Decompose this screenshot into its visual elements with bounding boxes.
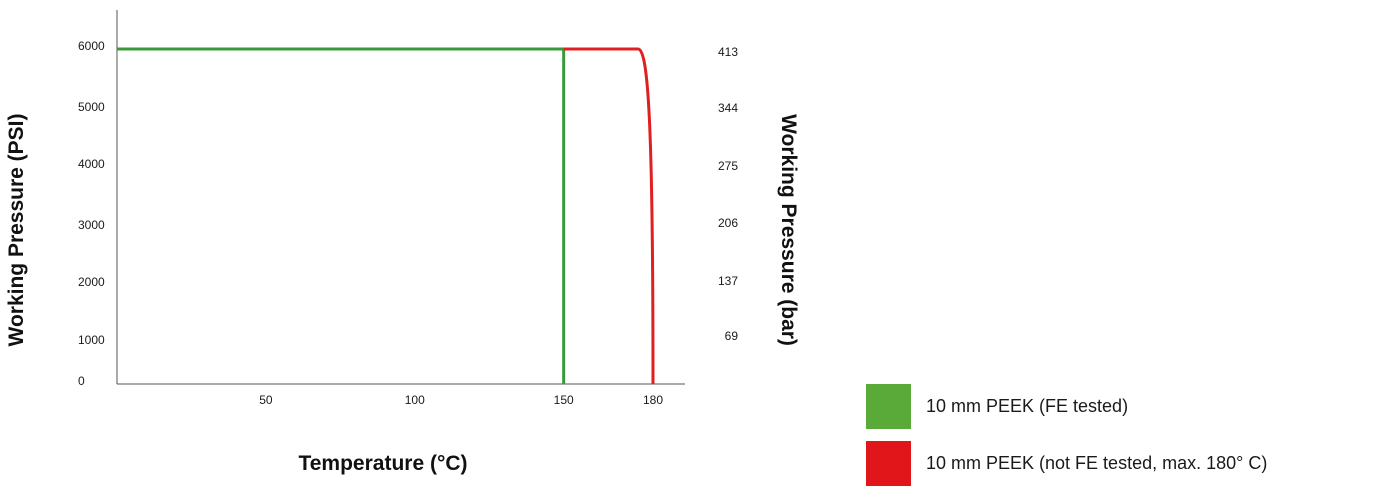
y-tick-label: 3000 <box>78 218 105 232</box>
x-tick-label: 180 <box>643 393 663 407</box>
legend-swatch-green <box>866 384 911 429</box>
x-tick-label: 50 <box>259 393 273 407</box>
legend-swatch-red <box>866 441 911 486</box>
pressure-temperature-chart: 0 1000 2000 3000 4000 5000 6000 69 137 206 275 344 4… <box>5 10 800 475</box>
x-axis-title: Temperature (°C) <box>298 452 467 475</box>
y-tick-label: 0 <box>78 374 85 388</box>
legend-label: 10 mm PEEK (FE tested) <box>926 396 1129 416</box>
y-tick-label: 5000 <box>78 100 105 114</box>
y-tick-label: 4000 <box>78 157 105 171</box>
y2-tick-label: 344 <box>718 101 738 115</box>
y-tick-label: 6000 <box>78 39 105 53</box>
y2-tick-label: 137 <box>718 274 738 288</box>
tick-labels: 0 1000 2000 3000 4000 5000 6000 69 137 206 275 344 4… <box>78 39 738 407</box>
chart-legend: 10 mm PEEK (FE tested) 10 mm PEEK (not F… <box>866 384 1267 498</box>
x-tick-label: 150 <box>554 393 574 407</box>
y2-tick-label: 413 <box>718 45 738 59</box>
legend-label: 10 mm PEEK (not FE tested, max. 180° C) <box>926 453 1268 473</box>
chart-axes <box>116 10 685 385</box>
legend-item-not-fe-tested: 10 mm PEEK (not FE tested, max. 180° C) <box>866 441 1267 486</box>
y-tick-label: 2000 <box>78 275 105 289</box>
series-layer <box>117 47 655 385</box>
y2-axis-title: Working Pressure (bar) <box>777 114 800 346</box>
y2-tick-label: 206 <box>718 216 738 230</box>
y2-tick-label: 275 <box>718 159 738 173</box>
series-line-not-fe-tested <box>563 47 655 385</box>
y2-tick-label: 69 <box>725 329 739 343</box>
series-line-fe-tested <box>117 47 566 384</box>
y-axis-title: Working Pressure (PSI) <box>5 113 28 346</box>
y-tick-label: 1000 <box>78 333 105 347</box>
legend-item-fe-tested: 10 mm PEEK (FE tested) <box>866 384 1267 429</box>
x-tick-label: 100 <box>405 393 425 407</box>
